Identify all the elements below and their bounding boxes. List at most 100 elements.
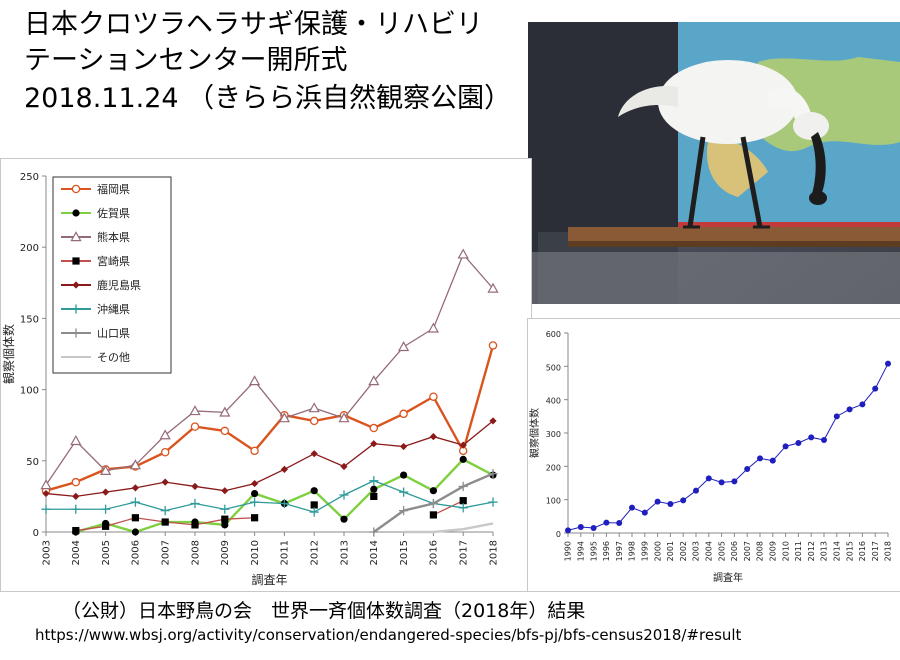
x-tick-label: 2002 (679, 541, 688, 561)
data-point (369, 423, 379, 433)
data-point (489, 417, 497, 425)
data-point (565, 527, 571, 534)
legend-label: 宮崎県 (97, 254, 130, 268)
x-tick-label: 2003 (41, 540, 52, 565)
legend-label: 沖縄県 (97, 302, 130, 316)
data-point (250, 446, 259, 456)
data-point (577, 524, 584, 530)
data-point (429, 432, 437, 441)
data-point (221, 487, 229, 495)
data-point (885, 360, 891, 367)
data-point (280, 465, 288, 473)
prefecture-chart-svg: 0 50 100 150 200 250 2003 2004 2005 2006 2007 2008 2… (1, 172, 499, 587)
y-tick-label: 300 (546, 430, 561, 439)
y-tick-label: 100 (546, 497, 561, 506)
x-tick-label: 2009 (768, 541, 777, 561)
data-point (160, 448, 170, 457)
legend-item: 沖縄県 (61, 302, 130, 316)
x-tick-label: 2007 (743, 541, 752, 561)
data-point (310, 501, 318, 509)
data-point (72, 492, 80, 500)
data-point (488, 341, 498, 350)
data-point (459, 497, 467, 505)
x-tick-label: 2008 (190, 540, 201, 565)
data-point (769, 457, 776, 464)
legend-item: 福岡県 (61, 182, 130, 196)
data-point (370, 492, 378, 500)
data-point (102, 522, 110, 530)
x-tick-label: 2014 (832, 541, 841, 561)
legend-label: 福岡県 (97, 182, 130, 196)
data-point (400, 442, 408, 451)
x-tick-label: 2011 (280, 540, 291, 565)
data-point (71, 304, 81, 314)
data-point (248, 375, 261, 386)
series-line (46, 480, 494, 513)
x-tick-label: 2012 (310, 540, 321, 565)
data-point (429, 511, 437, 519)
legend-box (52, 176, 172, 374)
data-point (872, 385, 879, 392)
data-point (400, 471, 408, 479)
x-tick-label: 2005 (101, 540, 112, 565)
y-axis-label: 観察個体数 (528, 408, 541, 458)
y-tick-label: 600 (546, 330, 561, 339)
x-tick-label: 2008 (756, 541, 765, 561)
data-point (399, 409, 408, 419)
x-tick-label: 2006 (730, 541, 739, 561)
prefecture-line-chart: 0 50 100 150 200 250 2003 2004 2005 2006 2007 2008 2… (0, 158, 532, 592)
data-point (757, 455, 763, 462)
data-point (731, 478, 738, 485)
data-point (428, 498, 438, 509)
data-point (641, 509, 648, 516)
data-point (846, 406, 853, 413)
data-point (71, 184, 81, 194)
series-line (45, 420, 494, 498)
x-tick-label: 2001 (666, 541, 675, 561)
series-line (403, 522, 494, 534)
legend-label: 山口県 (97, 327, 130, 340)
legend-label: 鹿児島県 (97, 278, 141, 292)
data-point (160, 506, 170, 516)
data-point (70, 231, 82, 242)
x-tick-label: 2004 (71, 540, 82, 565)
data-point (310, 450, 318, 458)
y-tick-label: 150 (20, 314, 39, 325)
data-point (309, 416, 319, 426)
data-point (429, 392, 438, 401)
legend-item: 佐賀県 (61, 206, 130, 220)
data-point (782, 443, 789, 450)
data-point (488, 497, 498, 507)
x-tick-label: 1995 (589, 541, 598, 561)
source-url: https://www.wbsj.org/activity/conservati… (35, 626, 742, 644)
data-point (821, 437, 827, 443)
y-tick-label: 0 (556, 530, 561, 539)
x-axis-label: 調査年 (713, 571, 743, 584)
legend-label: 熊本県 (97, 230, 130, 244)
y-axis-label: 観察個体数 (1, 324, 16, 384)
data-point (278, 412, 291, 423)
data-point (131, 528, 139, 536)
data-point (680, 497, 687, 504)
legend-item: 鹿児島県 (61, 278, 141, 292)
data-point (101, 504, 111, 514)
x-tick-label: 2016 (858, 541, 867, 561)
title-line-3: 2018.11.24 （きらら浜自然観察公園） (24, 83, 512, 114)
x-tick-label: 1996 (602, 541, 611, 561)
total-count-line-chart: 0 100 200 300 400 500 600 1990 1994 1995 1996 1997 1… (527, 318, 900, 592)
title-line-2: テーションセンター開所式 (24, 45, 348, 76)
data-point (795, 440, 802, 446)
series-宮崎県 (72, 492, 467, 535)
series-山口県 (369, 469, 498, 537)
data-point (370, 440, 378, 448)
x-tick-label: 2004 (704, 541, 713, 561)
data-point (40, 479, 52, 490)
y-tick-label: 200 (546, 463, 561, 472)
data-point (340, 462, 348, 471)
data-point (102, 488, 110, 496)
data-point (42, 489, 50, 498)
data-point (427, 322, 440, 333)
series-line (45, 253, 494, 486)
data-point (629, 504, 635, 511)
